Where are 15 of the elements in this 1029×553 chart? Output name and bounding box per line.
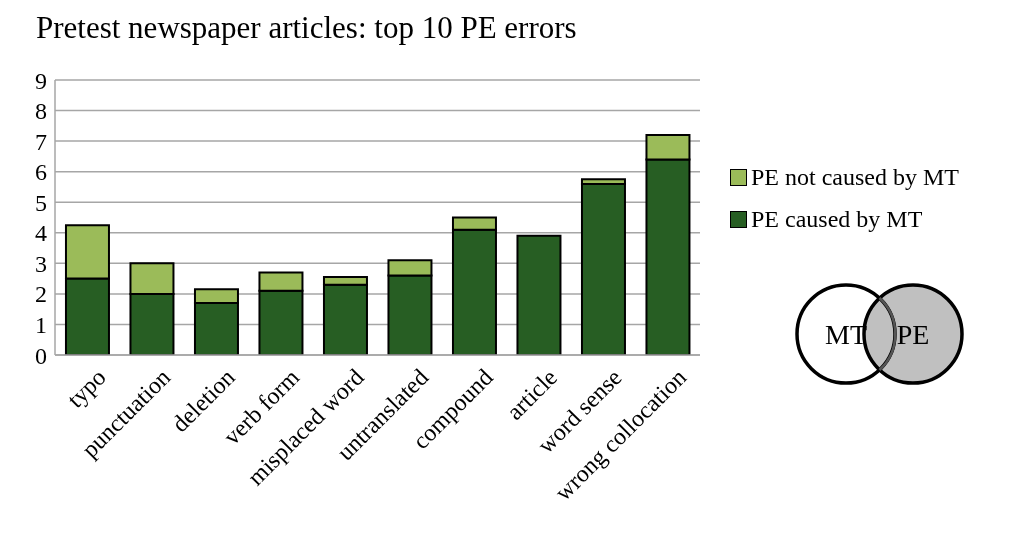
y-tick-label: 0 — [35, 342, 47, 369]
legend-label: PE not caused by MT — [751, 163, 959, 191]
y-tick-label: 7 — [35, 128, 47, 155]
y-tick-label: 2 — [35, 281, 47, 308]
bar — [580, 182, 626, 355]
y-tick-label: 3 — [35, 250, 47, 277]
y-tick-label: 8 — [35, 98, 47, 125]
y-tick-label: 4 — [35, 220, 47, 247]
y-tick-label: 6 — [35, 159, 47, 186]
bar — [516, 234, 562, 355]
y-tick-label: 1 — [35, 311, 47, 338]
chart-title: Pretest newspaper articles: top 10 PE errors — [36, 10, 577, 46]
legend-label: PE caused by MT — [751, 205, 923, 233]
y-tick-label: 5 — [35, 189, 47, 216]
y-tick-label: 9 — [35, 67, 47, 94]
